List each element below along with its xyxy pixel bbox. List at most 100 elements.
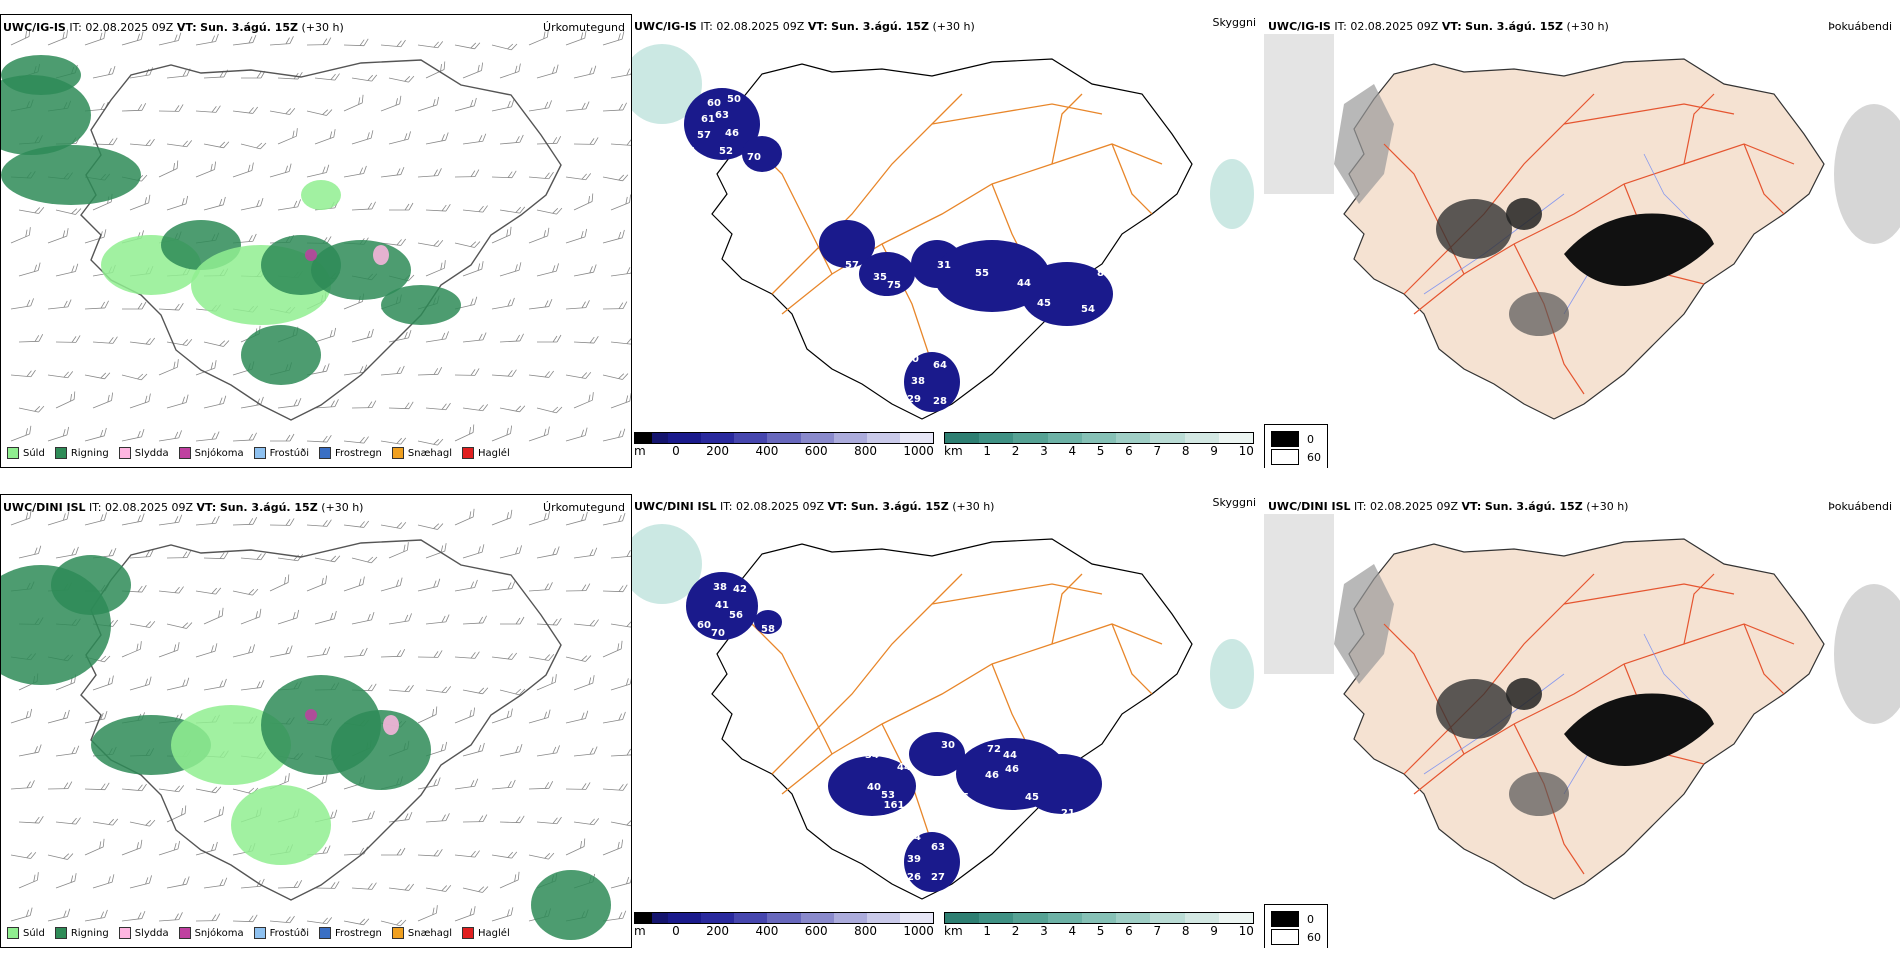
wind-barb bbox=[537, 401, 562, 414]
precip-legend-swatch bbox=[462, 447, 474, 459]
ceiling-value-label: 34 bbox=[681, 252, 695, 263]
wind-barb bbox=[426, 401, 451, 410]
precip-type-panel: UWC/DINI ISL IT: 02.08.2025 09Z VT: Sun.… bbox=[0, 494, 632, 948]
wind-barb bbox=[9, 709, 34, 723]
ceiling-tick: 400 bbox=[755, 924, 778, 938]
wind-barb bbox=[130, 335, 155, 345]
wind-barb bbox=[491, 99, 516, 111]
ceiling-value-label: 45 bbox=[955, 792, 969, 803]
init-time: IT: 02.08.2025 09Z bbox=[720, 500, 824, 513]
wind-barb bbox=[8, 227, 33, 243]
panel-title: Úrkomutegund bbox=[543, 21, 625, 34]
wind-barb bbox=[127, 195, 152, 210]
wind-barb bbox=[463, 815, 487, 822]
precip-legend-item: Rigning bbox=[55, 447, 109, 459]
wind-barb bbox=[231, 163, 256, 177]
visibility-tick: 5 bbox=[1097, 444, 1105, 458]
wind-barb bbox=[16, 872, 41, 888]
precip-legend-label: Frostregn bbox=[335, 928, 382, 939]
init-time: IT: 02.08.2025 09Z bbox=[69, 21, 173, 34]
ceiling-value-label: 26 bbox=[907, 872, 921, 883]
wind-barb bbox=[574, 617, 599, 626]
wind-barb bbox=[48, 782, 72, 789]
wind-barb bbox=[157, 841, 182, 855]
wind-barb bbox=[424, 543, 449, 558]
wind-barb bbox=[529, 848, 554, 860]
wind-barb bbox=[528, 100, 553, 111]
wind-barb bbox=[165, 196, 190, 210]
wind-barb bbox=[54, 264, 79, 276]
wind-barb bbox=[167, 617, 192, 629]
wind-barb bbox=[452, 425, 477, 441]
wind-barb bbox=[537, 203, 562, 215]
wind-barb bbox=[240, 879, 265, 888]
wind-barb bbox=[418, 518, 443, 530]
wind-barb bbox=[452, 708, 477, 723]
wind-barb bbox=[601, 230, 626, 243]
wind-barb bbox=[128, 394, 153, 408]
lead-time: (+30 h) bbox=[321, 501, 363, 514]
wind-barb bbox=[489, 227, 514, 243]
ceiling-value-label: 50 bbox=[905, 354, 919, 365]
wind-barb bbox=[381, 848, 405, 855]
precip-legend-label: Haglél bbox=[478, 448, 510, 459]
ceiling-value-label: 76 bbox=[681, 146, 695, 157]
wind-barb bbox=[121, 514, 146, 525]
precip-area bbox=[331, 710, 431, 790]
ceiling-value-label: 161 bbox=[884, 800, 905, 811]
wind-barb bbox=[157, 642, 182, 657]
wind-barb bbox=[46, 427, 71, 441]
wind-barb bbox=[343, 365, 368, 375]
visibility-tick: 10 bbox=[1239, 924, 1254, 938]
wind-barb bbox=[500, 334, 524, 342]
wind-barb bbox=[535, 65, 560, 78]
ceiling-value-label: 70 bbox=[747, 152, 761, 163]
visibility-tick: 1 bbox=[983, 444, 991, 458]
visibility-tick: 6 bbox=[1125, 444, 1133, 458]
precip-legend-label: Frostúði bbox=[270, 928, 309, 939]
precip-legend-label: Súld bbox=[23, 448, 45, 459]
panel-header: UWC/DINI ISL IT: 02.08.2025 09Z VT: Sun.… bbox=[1268, 500, 1628, 513]
wind-barb bbox=[159, 302, 183, 310]
low-ceiling-area bbox=[1022, 754, 1102, 814]
panel-title: Þokuábendi bbox=[1828, 20, 1892, 33]
wind-barb bbox=[85, 301, 109, 309]
wind-barb bbox=[455, 38, 480, 49]
wind-barb bbox=[387, 131, 412, 144]
wind-barb bbox=[233, 914, 257, 922]
precip-legend-label: Slydda bbox=[135, 928, 169, 939]
wind-barb bbox=[463, 881, 488, 893]
wind-barb bbox=[307, 518, 331, 527]
precip-legend-swatch bbox=[392, 447, 404, 459]
wind-barb bbox=[193, 162, 218, 177]
wind-barb bbox=[128, 677, 153, 690]
wind-barb bbox=[489, 426, 514, 441]
wind-barb bbox=[53, 392, 78, 408]
visibility-tick: 3 bbox=[1040, 924, 1048, 938]
wind-barb bbox=[130, 137, 155, 146]
wind-barb bbox=[564, 229, 589, 243]
init-time: IT: 02.08.2025 09Z bbox=[700, 20, 804, 33]
valid-time-label: VT: bbox=[197, 501, 217, 514]
visibility-tick: 4 bbox=[1068, 444, 1076, 458]
wind-barb bbox=[19, 203, 44, 214]
precip-legend-item: Snjókoma bbox=[179, 447, 244, 459]
wind-barb bbox=[83, 512, 108, 525]
precip-area bbox=[231, 785, 331, 865]
wind-barb bbox=[536, 745, 561, 756]
precip-area bbox=[305, 709, 317, 721]
wind-barb bbox=[91, 874, 116, 888]
wind-barb bbox=[528, 299, 553, 309]
ceiling-value-label: 107 bbox=[694, 166, 715, 177]
wind-barb bbox=[499, 135, 524, 144]
wind-barb bbox=[344, 914, 369, 925]
wind-barb bbox=[46, 228, 71, 243]
wind-barb bbox=[492, 848, 517, 859]
wind-barb bbox=[529, 781, 553, 789]
wind-barb bbox=[278, 880, 302, 888]
wind-barb bbox=[379, 578, 404, 591]
visibility-tick: 9 bbox=[1210, 924, 1218, 938]
precip-legend-swatch bbox=[254, 447, 266, 459]
fog-legend-row: 0 bbox=[1271, 431, 1321, 447]
